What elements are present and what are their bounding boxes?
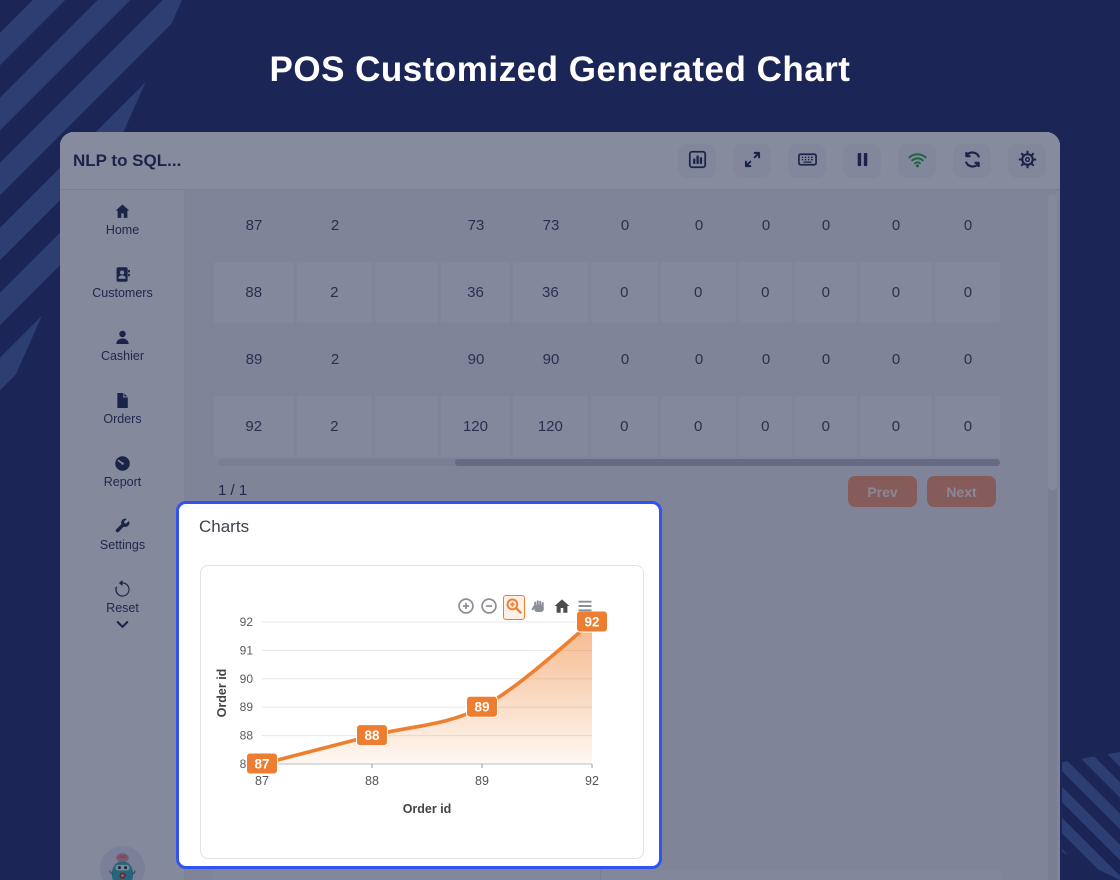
zoom-out-icon xyxy=(480,597,498,618)
svg-text:Order id: Order id xyxy=(215,669,229,718)
modal-title: Charts xyxy=(199,517,250,536)
svg-text:89: 89 xyxy=(474,700,489,715)
svg-text:92: 92 xyxy=(240,615,254,629)
svg-text:Order id: Order id xyxy=(403,802,452,816)
charts-modal: Charts 87888990919287888992Order idOrder… xyxy=(176,501,662,869)
pan-icon xyxy=(530,597,548,618)
svg-text:92: 92 xyxy=(584,615,599,630)
svg-text:90: 90 xyxy=(240,672,254,686)
chart-home-tool[interactable] xyxy=(553,597,571,618)
svg-text:89: 89 xyxy=(475,774,489,788)
box-zoom-icon xyxy=(505,597,523,618)
chart-home-icon xyxy=(553,597,571,618)
chart-toolbar xyxy=(457,595,594,620)
svg-text:92: 92 xyxy=(585,774,599,788)
zoom-in-tool[interactable] xyxy=(457,597,475,618)
svg-text:89: 89 xyxy=(240,700,254,714)
menu-tool[interactable] xyxy=(576,597,594,618)
svg-text:88: 88 xyxy=(364,728,380,743)
svg-text:88: 88 xyxy=(240,729,254,743)
zoom-out-tool[interactable] xyxy=(480,597,498,618)
pan-tool[interactable] xyxy=(530,597,548,618)
box-zoom-tool[interactable] xyxy=(503,595,525,620)
svg-text:87: 87 xyxy=(255,774,269,788)
menu-icon xyxy=(576,597,594,618)
decor-stripes-bottom-right xyxy=(1062,752,1120,880)
svg-text:87: 87 xyxy=(254,757,269,772)
page-title: POS Customized Generated Chart xyxy=(269,50,851,89)
svg-text:91: 91 xyxy=(240,643,254,657)
svg-text:88: 88 xyxy=(365,774,379,788)
zoom-in-icon xyxy=(457,597,475,618)
